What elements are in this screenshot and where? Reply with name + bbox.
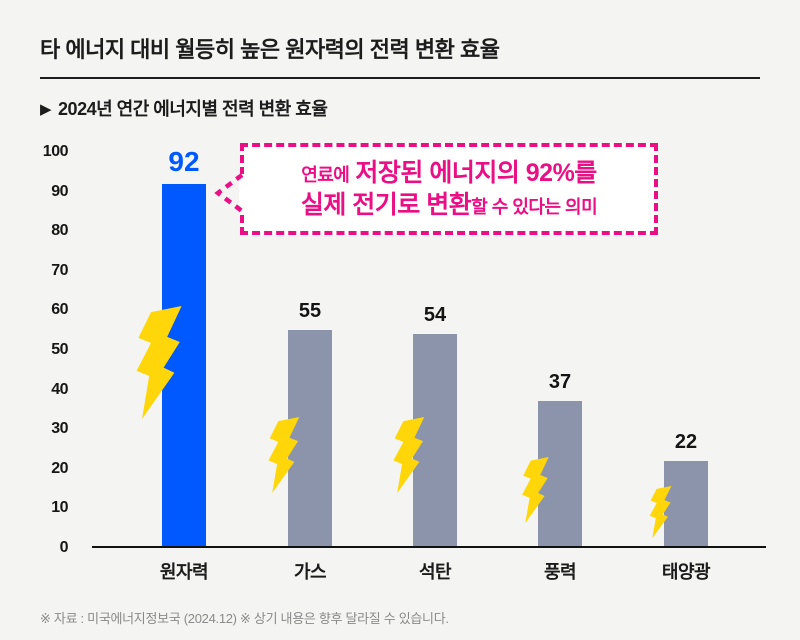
lightning-bolt-icon	[136, 306, 182, 419]
callout-text-small: 할 수 있다는 의미	[471, 197, 598, 217]
lightning-bolt-icon	[522, 457, 549, 523]
callout-line-2: 실제 전기로 변환할 수 있다는 의미	[300, 189, 598, 222]
callout-bubble: 연료에 저장된 에너지의 92%를 실제 전기로 변환할 수 있다는 의미	[214, 143, 658, 235]
callout-text-small: 연료에	[301, 164, 350, 185]
title-divider	[40, 77, 760, 79]
x-axis-label-nuclear: 원자력	[159, 562, 209, 582]
page-title: 타 에너지 대비 월등히 높은 원자력의 전력 변환 효율	[40, 37, 500, 62]
lightning-bolt-icon	[268, 417, 300, 493]
bar-wind	[538, 401, 582, 546]
bar-value-label: 55	[298, 300, 322, 323]
y-axis-tick-label: 20	[51, 459, 68, 477]
y-axis-tick-label: 100	[42, 143, 69, 160]
bar-gas	[288, 330, 332, 546]
chart-subtitle: ▶ 2024년 연간 에너지별 전력 변환 효율	[40, 95, 328, 121]
bar-value-label: 22	[674, 430, 698, 453]
x-axis-label-wind: 풍력	[543, 562, 577, 582]
lightning-bolt-icon	[649, 486, 672, 538]
bar-value-label: 37	[548, 371, 572, 394]
triangle-bullet-icon: ▶	[40, 101, 52, 118]
y-axis-tick-label: 10	[51, 499, 68, 517]
callout-line-1: 연료에 저장된 에너지의 92%를	[301, 157, 597, 190]
source-footnote: ※ 자료 : 미국에너지정보국 (2024.12) ※ 상기 내용은 향후 달라…	[40, 611, 449, 626]
x-axis-label-coal: 석탄	[418, 562, 452, 582]
callout-pointer-gap	[239, 174, 245, 212]
callout-pointer-icon	[214, 173, 244, 213]
y-axis-tick-label: 50	[51, 341, 68, 358]
x-axis-label-gas: 가스	[293, 562, 327, 582]
y-axis-tick-label: 70	[51, 261, 68, 279]
x-axis-line	[92, 546, 766, 548]
y-axis-tick-label: 40	[51, 380, 68, 398]
callout-text-emphasis: 실제 전기로 변환	[300, 191, 472, 219]
bar-solar	[664, 460, 708, 546]
y-axis-tick-label: 60	[51, 301, 68, 319]
chart-subtitle-label: 2024년 연간 에너지별 전력 변환 효율	[58, 99, 328, 119]
y-axis-tick-label: 0	[59, 539, 69, 556]
x-axis-label-solar: 태양광	[661, 562, 711, 582]
y-axis-tick-label: 90	[51, 182, 68, 200]
bar-value-label: 92	[168, 145, 200, 177]
callout-text-emphasis: 저장된 에너지의 92%를	[355, 158, 597, 187]
y-axis-tick-label: 80	[51, 222, 68, 240]
bar-value-label: 54	[423, 304, 447, 327]
y-axis-tick-label: 30	[51, 420, 68, 438]
bar-nuclear	[162, 183, 206, 546]
bar-coal	[413, 334, 457, 546]
lightning-bolt-icon	[393, 417, 425, 493]
